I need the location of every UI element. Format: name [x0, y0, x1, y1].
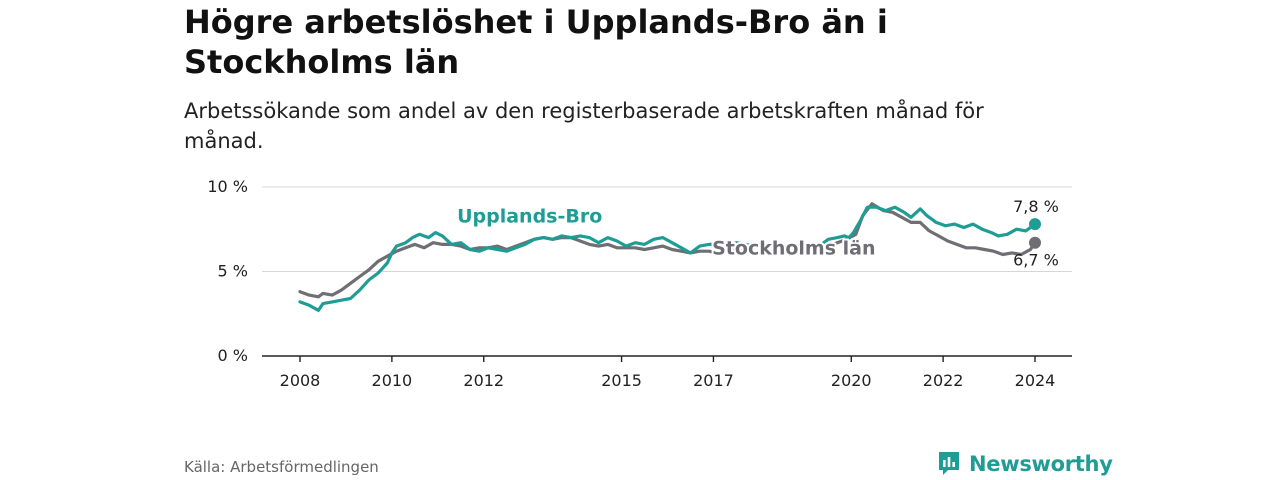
x-tick-label: 2022: [923, 371, 964, 390]
end-point-upplands-bro: [1029, 218, 1041, 231]
source-note: Källa: Arbetsförmedlingen: [184, 458, 379, 476]
x-tick-label: 2008: [280, 371, 321, 390]
newsworthy-logo-icon: [939, 452, 959, 475]
series-label-upplands-bro: Upplands-Bro: [457, 205, 602, 227]
end-value-label-stockholms-lan: 6,7 %: [1013, 251, 1059, 270]
x-tick-label: 2012: [463, 371, 504, 390]
chart-subtitle: Arbetssökande som andel av den registerb…: [184, 99, 984, 153]
y-tick-label: 10 %: [207, 177, 248, 196]
x-tick-label: 2024: [1015, 371, 1056, 390]
grid-lines: 0 % 5 % 10 %: [207, 177, 1072, 365]
brand-name: Newsworthy: [969, 452, 1113, 476]
y-tick-label: 5 %: [218, 261, 248, 280]
x-tick-label: 2010: [372, 371, 413, 390]
x-tick-label: 2015: [601, 371, 642, 390]
end-value-label-upplands-bro: 7,8 %: [1013, 197, 1059, 216]
end-point-stockholms-lan: [1029, 236, 1041, 249]
chart-labels: 7,8 % 6,7 % Upplands-Bro Stockholms län: [455, 197, 1059, 270]
series-label-stockholms-lan: Stockholms län: [712, 238, 875, 260]
x-axis: 2008 2010 2012 2015 2017 2020 2022 2024: [262, 355, 1072, 390]
x-tick-label: 2020: [831, 371, 872, 390]
series-line-upplands-bro: [298, 205, 1037, 312]
chart-title: Högre arbetslöshet i Upplands-Bro än i S…: [184, 3, 888, 81]
series-lines: [298, 202, 1041, 312]
series-line-stockholms-lan: [298, 202, 1037, 299]
y-tick-label: 0 %: [218, 346, 248, 365]
brand-logo: Newsworthy: [937, 450, 1113, 478]
x-tick-label: 2017: [693, 371, 734, 390]
